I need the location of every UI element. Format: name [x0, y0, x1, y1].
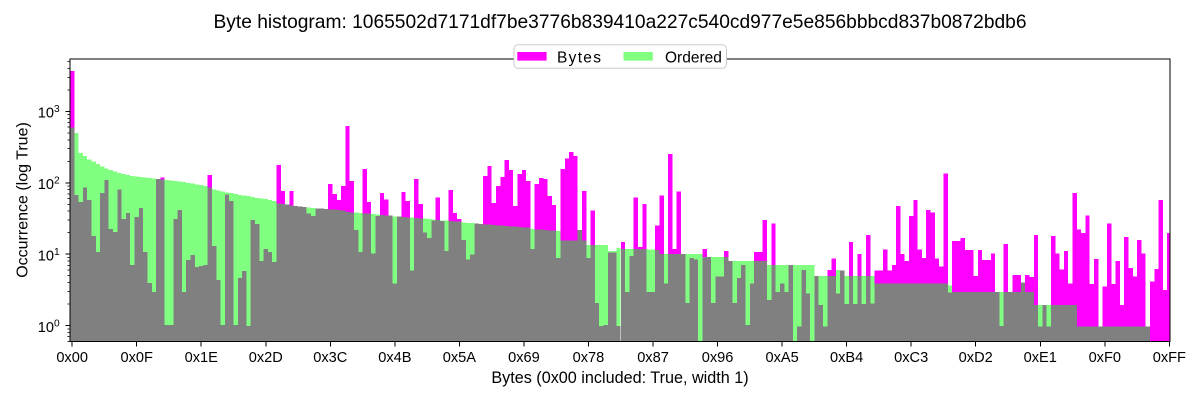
- svg-text:Bytes (0x00 included: True, wi: Bytes (0x00 included: True, width 1): [491, 369, 748, 387]
- svg-text:3: 3: [54, 104, 60, 115]
- svg-text:Byte histogram: 1065502d7171df: Byte histogram: 1065502d7171df7be3776b83…: [213, 12, 1026, 33]
- svg-text:0x00: 0x00: [56, 350, 88, 366]
- svg-text:10: 10: [38, 177, 54, 193]
- svg-text:0x78: 0x78: [573, 350, 605, 366]
- svg-text:0x3C: 0x3C: [313, 350, 347, 366]
- svg-text:10: 10: [38, 320, 54, 336]
- svg-text:0x5A: 0x5A: [443, 350, 477, 366]
- svg-text:0x0F: 0x0F: [120, 350, 153, 366]
- svg-text:0xA5: 0xA5: [765, 350, 798, 366]
- svg-text:0x96: 0x96: [702, 350, 734, 366]
- svg-text:Ordered: Ordered: [665, 49, 722, 66]
- svg-text:Occurrence (log True): Occurrence (log True): [15, 122, 32, 278]
- svg-text:0x87: 0x87: [637, 350, 669, 366]
- svg-text:0x1E: 0x1E: [185, 350, 219, 366]
- svg-text:0xE1: 0xE1: [1024, 350, 1057, 366]
- svg-text:0xD2: 0xD2: [959, 350, 993, 366]
- svg-text:0x4B: 0x4B: [378, 350, 411, 366]
- svg-text:0xC3: 0xC3: [894, 350, 928, 366]
- svg-text:0xB4: 0xB4: [830, 350, 863, 366]
- svg-text:0xFF: 0xFF: [1153, 350, 1186, 366]
- svg-text:0x2D: 0x2D: [249, 350, 283, 366]
- svg-text:0xF0: 0xF0: [1089, 350, 1121, 366]
- svg-text:0x69: 0x69: [508, 350, 540, 366]
- svg-text:10: 10: [38, 106, 54, 122]
- svg-text:Bytes: Bytes: [557, 49, 602, 66]
- svg-text:0: 0: [54, 318, 60, 329]
- svg-text:10: 10: [38, 248, 54, 264]
- svg-text:1: 1: [54, 247, 60, 258]
- svg-text:2: 2: [54, 176, 60, 187]
